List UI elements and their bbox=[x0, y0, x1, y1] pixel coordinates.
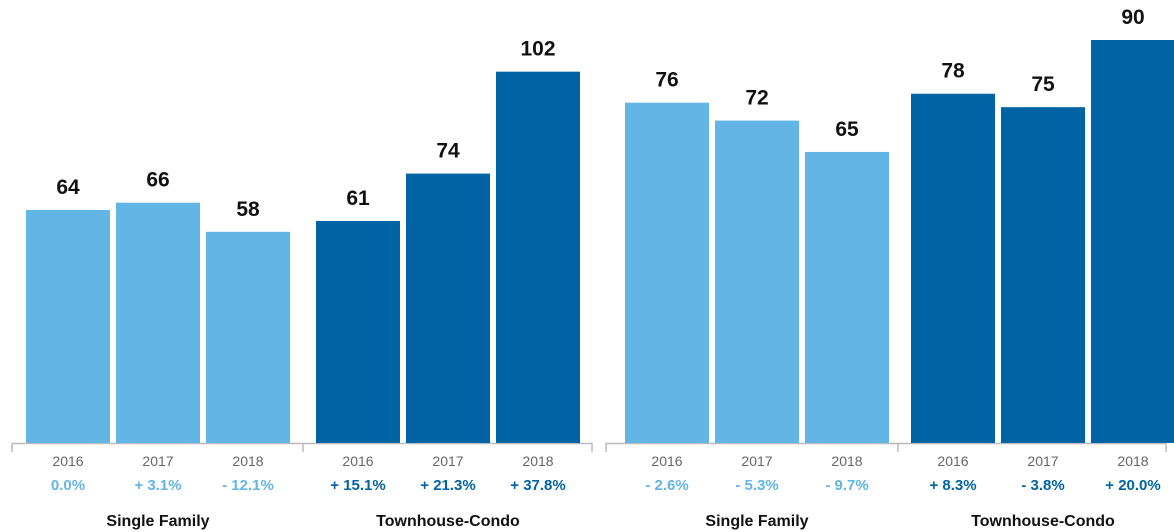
group-label: Townhouse-Condo bbox=[376, 513, 520, 530]
bar bbox=[911, 93, 995, 443]
change-label: - 9.7% bbox=[825, 477, 868, 494]
data-label: 74 bbox=[436, 140, 460, 163]
change-label: + 3.1% bbox=[134, 477, 181, 494]
x-tick-label: 2017 bbox=[1027, 453, 1058, 469]
change-label: + 21.3% bbox=[420, 477, 475, 494]
data-label: 61 bbox=[346, 187, 370, 210]
bar bbox=[805, 151, 889, 443]
change-label: + 8.3% bbox=[929, 477, 976, 494]
data-label: 72 bbox=[745, 87, 768, 110]
x-tick-label: 2016 bbox=[342, 453, 373, 469]
x-tick-label: 2018 bbox=[1117, 453, 1148, 469]
bar bbox=[625, 102, 709, 443]
data-label: 64 bbox=[56, 176, 80, 199]
bar bbox=[406, 173, 490, 443]
group-label: Single Family bbox=[705, 513, 808, 530]
change-label: - 2.6% bbox=[645, 477, 688, 494]
bar bbox=[1091, 40, 1174, 443]
x-tick-label: 2016 bbox=[52, 453, 83, 469]
x-tick-label: 2016 bbox=[651, 453, 682, 469]
data-label: 90 bbox=[1121, 6, 1144, 29]
change-label: - 5.3% bbox=[735, 477, 778, 494]
data-label: 102 bbox=[520, 38, 555, 61]
bar bbox=[116, 202, 200, 443]
group-label: Townhouse-Condo bbox=[971, 513, 1115, 530]
group-label: Single Family bbox=[106, 513, 209, 530]
x-tick-label: 2017 bbox=[432, 453, 463, 469]
x-tick-label: 2016 bbox=[937, 453, 968, 469]
x-tick-label: 2018 bbox=[522, 453, 553, 469]
data-label: 65 bbox=[835, 118, 859, 141]
change-label: + 15.1% bbox=[330, 477, 385, 494]
bar bbox=[1001, 107, 1085, 444]
bar bbox=[26, 210, 110, 443]
change-label: 0.0% bbox=[51, 477, 85, 494]
data-label: 58 bbox=[236, 198, 260, 221]
x-tick-label: 2018 bbox=[831, 453, 862, 469]
chart-panel-2: 76 2016 - 2.6% 72 2017 - 5.3% 65 2018 - 9.7% Sing… bbox=[605, 6, 1174, 530]
x-tick-label: 2018 bbox=[232, 453, 263, 469]
change-label: - 3.8% bbox=[1021, 477, 1064, 494]
data-label: 78 bbox=[941, 60, 965, 83]
bar bbox=[316, 220, 400, 443]
bar bbox=[715, 120, 799, 443]
data-label: 66 bbox=[146, 169, 169, 192]
data-label: 75 bbox=[1031, 73, 1055, 96]
change-label: - 12.1% bbox=[222, 477, 274, 494]
change-label: + 37.8% bbox=[510, 477, 565, 494]
x-tick-label: 2017 bbox=[142, 453, 173, 469]
data-label: 76 bbox=[655, 69, 678, 92]
bar bbox=[496, 71, 580, 443]
bar bbox=[206, 231, 290, 443]
x-tick-label: 2017 bbox=[741, 453, 772, 469]
chart-panel-1: 64 2016 0.0% 66 2017 + 3.1% 58 2018 - 12.1% Singl… bbox=[11, 38, 593, 530]
change-label: + 20.0% bbox=[1105, 477, 1160, 494]
